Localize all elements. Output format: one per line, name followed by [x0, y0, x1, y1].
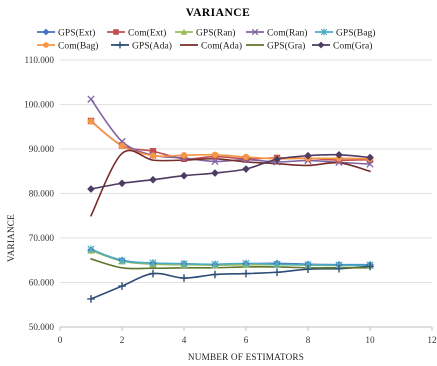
series-line-gps-ada [90, 265, 371, 300]
data-point-gps-ada [87, 295, 95, 303]
data-point-com-ext [149, 148, 157, 155]
legend-label: GPS(Ext) [58, 27, 95, 38]
legend-label: Com(Gra) [333, 40, 372, 51]
data-point-com-bag [180, 152, 188, 159]
data-point-gps-ada [335, 264, 343, 273]
data-point-gps-ada [211, 270, 219, 279]
legend-label: Com(Bag) [58, 40, 99, 51]
data-point-com-gra [242, 165, 250, 173]
data-point-gps-bag [242, 259, 250, 268]
x-tick-label: 12 [427, 335, 437, 345]
x-tick-label: 8 [306, 335, 311, 345]
legend-label: GPS(Ran) [196, 27, 235, 38]
y-tick-label: 80.000 [29, 189, 55, 199]
legend-label: GPS(Gra) [267, 40, 305, 51]
data-point-gps-bag [273, 260, 281, 269]
data-point-gps-bag [180, 260, 188, 268]
data-point-com-gra [87, 185, 95, 193]
data-point-com-ran [211, 157, 219, 166]
series-line-com-ada [90, 149, 371, 217]
data-point-com-gra [180, 171, 188, 180]
data-point-gps-bag [211, 260, 219, 269]
data-point-com-gra [149, 175, 157, 184]
y-tick-label: 110.000 [24, 55, 54, 65]
legend-label: GPS(Ada) [132, 40, 172, 51]
series-line-com-bag [90, 120, 371, 160]
data-point-gps-ada [149, 269, 157, 278]
legend-label: Com(Ext) [128, 27, 166, 38]
data-point-gps-ada [273, 268, 281, 277]
series-line-com-gra [90, 153, 371, 190]
series-line-gps-gra [90, 258, 371, 270]
legend-marker [180, 28, 188, 35]
x-axis-title: NUMBER OF ESTIMATORS [188, 352, 304, 362]
data-point-com-bag [211, 151, 219, 158]
series-line-gps-bag [90, 248, 371, 266]
data-point-gps-ada [242, 269, 250, 278]
y-tick-label: 100.000 [24, 100, 54, 110]
y-tick-label: 70.000 [29, 233, 55, 243]
data-point-com-bag [87, 118, 95, 125]
legend-marker [317, 41, 325, 49]
axes: 0 2 4 6 8 10 12 [58, 326, 437, 345]
data-point-gps-bag [149, 259, 157, 267]
x-tick-label: 10 [365, 335, 375, 345]
data-point-com-gra [118, 179, 126, 188]
y-tick-label: 60.000 [29, 278, 55, 288]
data-point-gps-bag [87, 245, 95, 253]
legend-marker [320, 28, 328, 36]
legend-marker [43, 42, 49, 48]
chart-legend: GPS(Ext) Com(Ext) GPS(Ran) Com(Ran) GPS(Bag)… [37, 27, 375, 51]
chart-title: VARIANCE [186, 7, 251, 19]
data-point-gps-bag [118, 256, 126, 265]
legend-marker [113, 29, 119, 35]
series-line-com-ext [90, 120, 371, 161]
x-tick-label: 0 [58, 335, 63, 345]
data-point-com-ran [366, 160, 374, 168]
data-point-com-gra [273, 155, 281, 164]
x-tick-label: 4 [182, 335, 187, 345]
data-point-com-ran [87, 95, 95, 103]
data-point-com-bag [149, 152, 157, 159]
legend-marker [116, 41, 124, 49]
y-tick-label: 90.000 [29, 144, 55, 154]
data-point-com-gra [211, 169, 219, 177]
data-point-gps-ada [118, 282, 126, 290]
data-point-gps-ada [304, 265, 312, 273]
x-tick-label: 6 [244, 335, 249, 345]
data-point-com-bag [118, 142, 126, 150]
legend-marker [251, 28, 259, 36]
legend-label: Com(Ada) [201, 40, 242, 51]
legend-label: Com(Ran) [267, 27, 308, 38]
legend-label: GPS(Bag) [336, 27, 375, 38]
data-point-com-gra [366, 153, 374, 162]
data-point-com-gra [335, 150, 343, 159]
markers-group [87, 95, 374, 303]
data-point-gps-ada [180, 274, 188, 282]
series-group [90, 98, 371, 300]
data-point-com-bag [242, 153, 250, 161]
y-tick-label: 50.000 [29, 322, 55, 332]
legend-marker [42, 28, 50, 36]
x-tick-label: 2 [120, 335, 125, 345]
gridlines: 50.000 60.000 70.000 80.000 90.000 100.000 110… [24, 55, 432, 332]
data-point-gps-ada [366, 262, 374, 271]
y-axis-title: VARIANCE [6, 214, 16, 262]
data-point-com-gra [304, 151, 312, 160]
